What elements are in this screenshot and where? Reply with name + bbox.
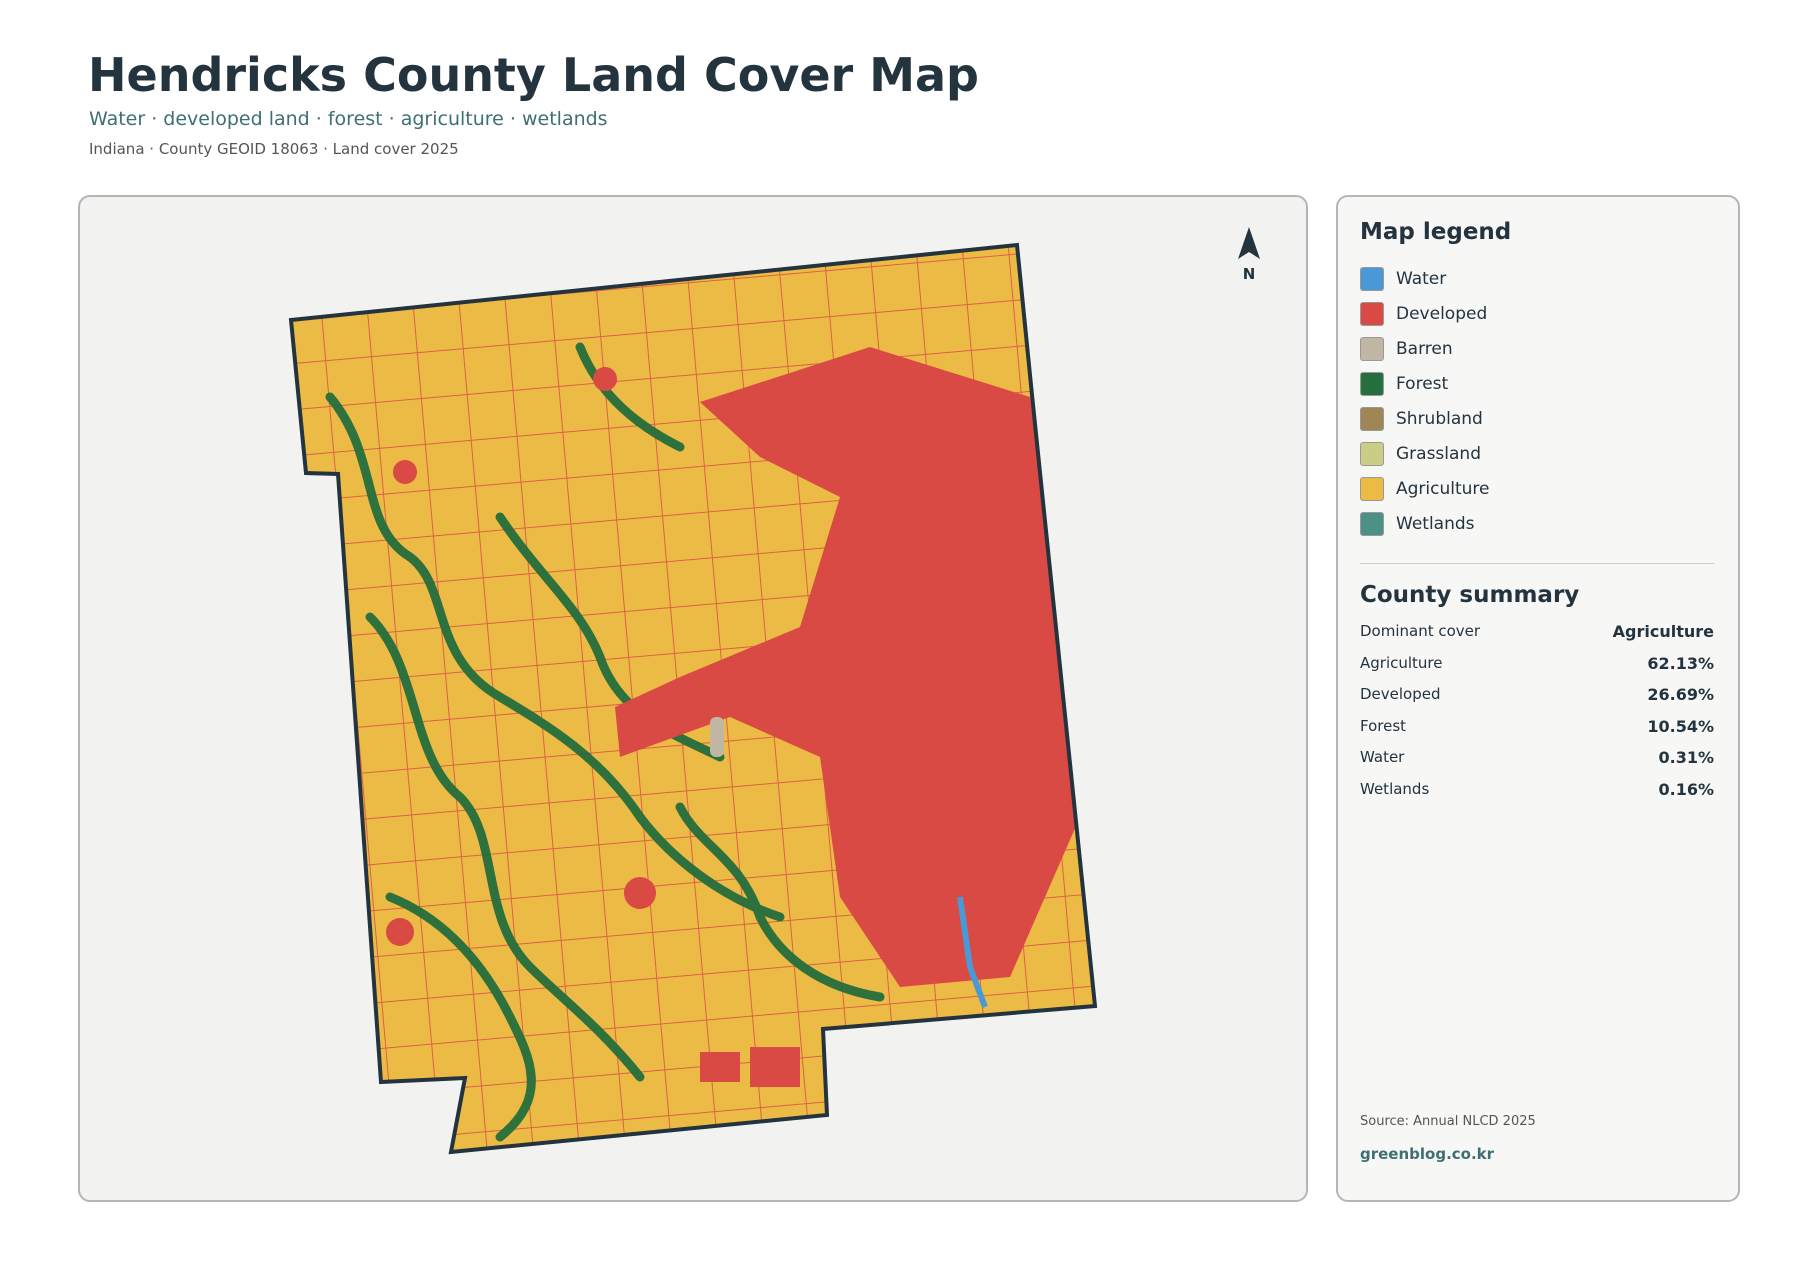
legend-label: Grassland xyxy=(1396,444,1481,464)
legend-swatch xyxy=(1360,302,1384,326)
legend-label: Forest xyxy=(1396,374,1449,394)
map: N xyxy=(288,227,1260,1155)
site: greenblog.co.kr xyxy=(1360,1145,1495,1163)
summary-label: Dominant cover xyxy=(1360,622,1481,640)
north-label: N xyxy=(1243,265,1256,283)
legend-item: Wetlands xyxy=(1360,512,1475,536)
summary-value: 62.13% xyxy=(1647,653,1714,673)
summary-value: 0.16% xyxy=(1658,779,1714,799)
legend-swatch xyxy=(1360,267,1384,291)
summary-label: Water xyxy=(1360,748,1405,766)
legend-label: Wetlands xyxy=(1396,514,1475,534)
separator xyxy=(1360,563,1714,564)
legend-swatch xyxy=(1360,407,1384,431)
summary-title: County summary xyxy=(1360,582,1580,608)
legend-swatch xyxy=(1360,337,1384,361)
summary-row: Agriculture 62.13% xyxy=(1360,654,1714,673)
legend-item: Developed xyxy=(1360,302,1487,326)
legend-swatch xyxy=(1360,442,1384,466)
legend-item: Forest xyxy=(1360,372,1448,396)
summary-label: Forest xyxy=(1360,716,1407,735)
legend-item: Grassland xyxy=(1360,442,1481,466)
summary-row: Dominant cover Agriculture xyxy=(1360,622,1714,641)
summary-value: 0.31% xyxy=(1658,748,1714,767)
map-panel: N xyxy=(78,195,1308,1202)
legend-swatch xyxy=(1360,477,1384,501)
summary-value: 10.54% xyxy=(1647,716,1714,736)
legend-item: Shrubland xyxy=(1360,407,1483,431)
legend-item: Barren xyxy=(1360,337,1453,361)
legend-label: Shrubland xyxy=(1396,409,1483,429)
side-panel: Map legend Water Developed Barren Forest Shr… xyxy=(1336,195,1740,1202)
summary-value: 26.69% xyxy=(1647,685,1714,704)
summary-value: Agriculture xyxy=(1612,622,1714,641)
legend-item: Agriculture xyxy=(1360,477,1490,501)
legend-label: Developed xyxy=(1396,304,1488,324)
legend-swatch xyxy=(1360,372,1384,396)
legend-label: Water xyxy=(1396,269,1447,289)
source: Source: Annual NLCD 2025 xyxy=(1360,1114,1536,1129)
summary-row: Developed 26.69% xyxy=(1360,685,1714,704)
summary-row: Forest 10.54% xyxy=(1360,717,1714,736)
subtitle: Water · developed land · forest · agricu… xyxy=(89,108,608,130)
summary-label: Wetlands xyxy=(1360,779,1430,798)
summary-label: Developed xyxy=(1360,685,1441,703)
legend-item: Water xyxy=(1360,267,1446,291)
title: Hendricks County Land Cover Map xyxy=(88,48,979,102)
summary-row: Wetlands 0.16% xyxy=(1360,780,1714,799)
legend-label: Barren xyxy=(1396,339,1453,359)
legend-title: Map legend xyxy=(1360,219,1512,245)
land-cover xyxy=(291,245,1095,1152)
summary-row: Water 0.31% xyxy=(1360,748,1714,767)
summary-label: Agriculture xyxy=(1360,653,1443,672)
legend-swatch xyxy=(1360,512,1384,536)
legend-label: Agriculture xyxy=(1396,479,1490,499)
meta: Indiana · County GEOID 18063 · Land cove… xyxy=(89,140,459,158)
